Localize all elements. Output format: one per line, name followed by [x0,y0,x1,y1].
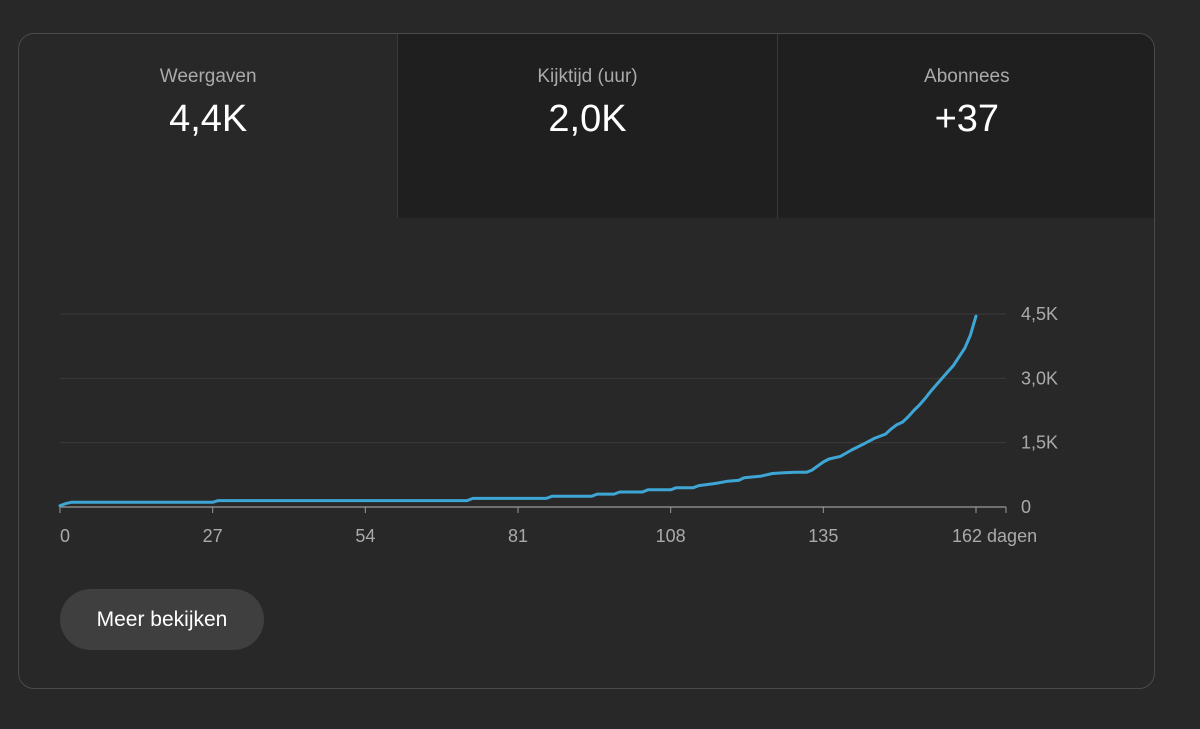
x-tick-label: 0 [60,526,70,546]
x-tick-label: 81 [508,526,528,546]
metric-tabs: Weergaven 4,4K Kijktijd (uur) 2,0K Abonn… [19,34,1154,218]
y-tick-label: 3,0K [1021,368,1058,388]
x-tick-label: 54 [355,526,375,546]
tab-subscribers-value: +37 [934,98,1000,140]
y-tick-label: 1,5K [1021,433,1058,453]
analytics-card: Weergaven 4,4K Kijktijd (uur) 2,0K Abonn… [18,33,1155,689]
tab-subscribers-label: Abonnees [924,66,1010,87]
y-tick-label: 4,5K [1021,304,1058,324]
tab-watch-time-label: Kijktijd (uur) [537,66,638,87]
views-series-line [58,314,978,508]
tab-views[interactable]: Weergaven 4,4K [19,34,397,218]
x-tick-label: 108 [656,526,686,546]
tab-views-value: 4,4K [169,98,248,140]
x-tick-label: 135 [808,526,838,546]
tab-watch-time[interactable]: Kijktijd (uur) 2,0K [397,34,777,218]
tab-subscribers[interactable]: Abonnees +37 [776,34,1154,218]
y-tick-label: 0 [1021,497,1031,517]
tab-views-label: Weergaven [159,66,257,87]
see-more-button[interactable]: Meer bekijken [60,589,264,650]
tab-watch-time-value: 2,0K [548,98,627,140]
x-tick-label: 27 [203,526,223,546]
x-tick-label: 162 dagen [952,526,1037,546]
